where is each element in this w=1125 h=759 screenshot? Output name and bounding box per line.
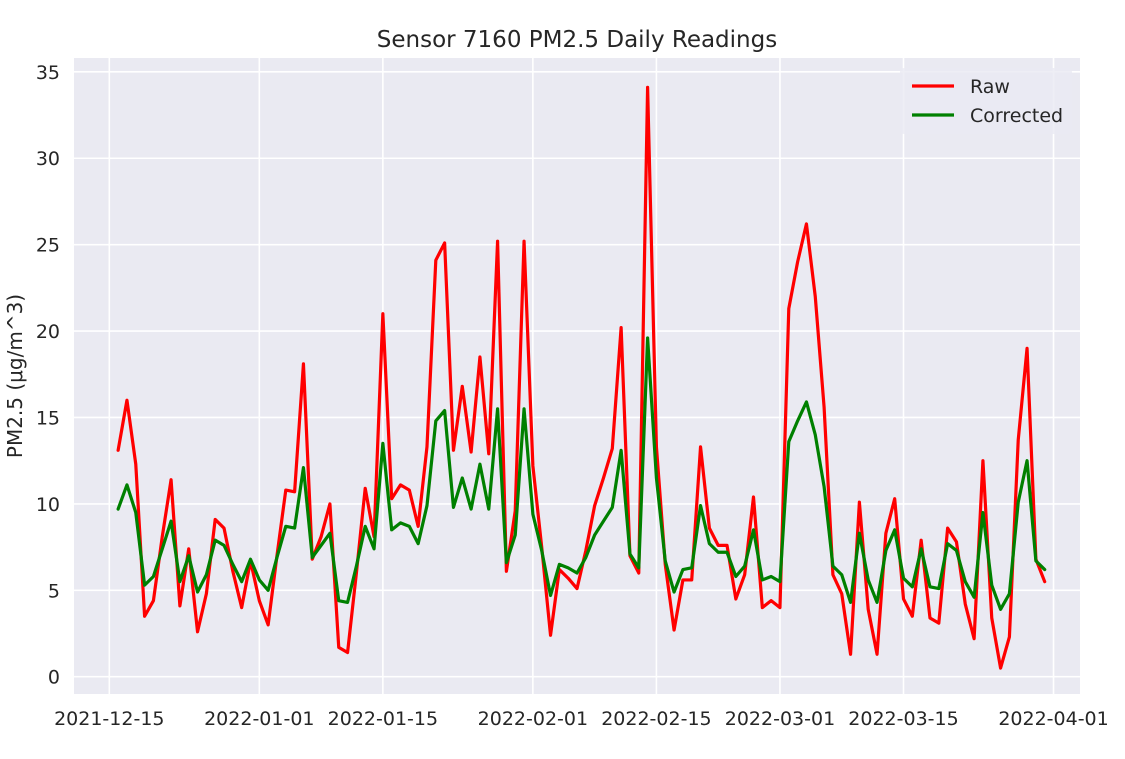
series-group <box>116 85 1047 670</box>
x-tick-label: 2022-02-01 <box>478 708 588 730</box>
y-tick-label: 5 <box>48 580 60 602</box>
y-axis-label: PM2.5 (μg/m^3) <box>3 294 27 458</box>
y-tick-label: 20 <box>36 321 60 343</box>
x-tick-label: 2022-01-15 <box>328 708 438 730</box>
series-line-raw <box>116 85 1047 670</box>
tick-labels: 2021-12-15 2022-01-01 2022-01-15 2022-02-01… <box>36 62 1109 730</box>
x-tick-label: 2021-12-15 <box>54 708 164 730</box>
x-tick-label: 2022-01-01 <box>204 708 314 730</box>
x-tick-label: 2022-04-01 <box>998 708 1108 730</box>
y-tick-label: 10 <box>36 494 60 516</box>
y-tick-label: 15 <box>36 407 60 429</box>
y-tick-label: 30 <box>36 148 60 170</box>
series-line-corrected <box>116 336 1047 611</box>
y-tick-label: 35 <box>36 62 60 84</box>
grid <box>74 58 1080 694</box>
y-tick-label: 0 <box>48 667 60 689</box>
legend: Raw Corrected <box>900 68 1072 134</box>
x-tick-label: 2022-03-01 <box>725 708 835 730</box>
y-tick-label: 25 <box>36 235 60 257</box>
x-tick-label: 2022-03-15 <box>848 708 958 730</box>
legend-label: Raw <box>970 76 1010 98</box>
chart-title: Sensor 7160 PM2.5 Daily Readings <box>377 27 777 53</box>
x-tick-label: 2022-02-15 <box>601 708 711 730</box>
legend-label: Corrected <box>970 105 1063 127</box>
